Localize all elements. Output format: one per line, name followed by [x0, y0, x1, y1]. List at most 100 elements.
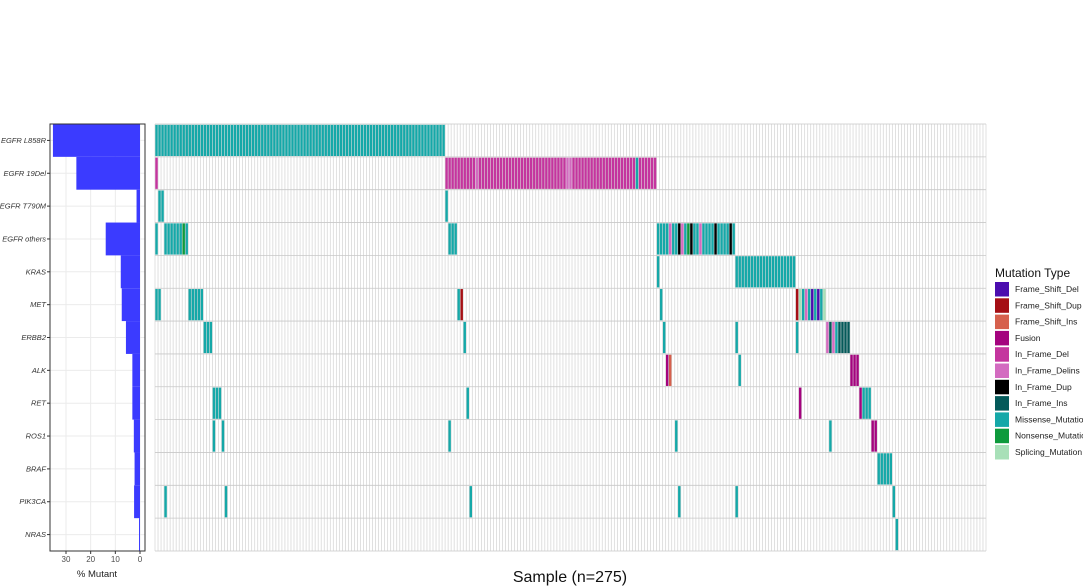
side-bar-frame [49, 123, 146, 552]
mutation-cell [191, 124, 194, 157]
mutation-cell [780, 256, 784, 288]
mutation-cell [378, 124, 382, 157]
mutation-cell [218, 387, 222, 419]
mutation-cell [659, 223, 663, 255]
mutation-cell [164, 223, 167, 255]
mutation-cell [563, 157, 566, 189]
mutation-cell [853, 354, 856, 386]
mutation-cell [212, 420, 216, 452]
mutation-cell [820, 289, 823, 321]
mutation-cell [804, 289, 808, 321]
mutation-cell [267, 124, 270, 157]
mutation-cell [403, 124, 406, 157]
mutation-cell [711, 223, 714, 255]
mutation-cell [811, 289, 814, 321]
mutation-cell [309, 124, 312, 157]
mutation-cell [197, 124, 201, 157]
mutation-cell [400, 124, 403, 157]
mutation-cell [511, 157, 515, 189]
mutation-cell [236, 124, 240, 157]
mutation-cell [300, 124, 303, 157]
gene-label: MET [30, 300, 47, 309]
pct-bar [136, 189, 140, 223]
legend-label: In_Frame_Ins [1015, 398, 1067, 408]
mutation-cell [617, 157, 621, 189]
mutation-cell [669, 223, 672, 255]
mutation-cell [526, 157, 530, 189]
mutation-cell [451, 223, 454, 255]
gene-label: ERBB2 [21, 333, 46, 342]
mutation-cell [602, 157, 605, 189]
mutation-cell [339, 124, 343, 157]
mutation-cell [542, 157, 545, 189]
mutation-cell [248, 124, 252, 157]
mutation-cell [179, 124, 182, 157]
mutation-cell [255, 124, 258, 157]
mutation-cell [481, 157, 485, 189]
mutation-cell [306, 124, 309, 157]
mutation-cell [170, 223, 173, 255]
mutation-cell [892, 486, 896, 518]
mutation-cell [161, 124, 164, 157]
mutation-cell [732, 223, 735, 255]
mutation-cell [194, 289, 198, 321]
mutation-cell [203, 321, 207, 354]
mutation-cell [270, 124, 273, 157]
mutation-cell [678, 223, 681, 255]
mutation-cell [798, 387, 802, 419]
mutation-cell [735, 321, 738, 354]
mutation-cell [233, 124, 237, 157]
mutation-cell [659, 289, 663, 321]
gene-label: EGFR 19Del [3, 169, 46, 178]
mutation-cell [771, 256, 775, 288]
mutation-cell [539, 157, 542, 189]
gene-label: ROS1 [26, 432, 46, 441]
mutation-cell [792, 256, 796, 288]
mutation-cell [218, 124, 222, 157]
gene-label: NRAS [25, 530, 46, 539]
gene-label: BRAF [26, 464, 46, 473]
mutation-cell [357, 124, 361, 157]
mutation-cell [841, 321, 844, 354]
mutation-cell [623, 157, 627, 189]
mutation-cell [650, 157, 654, 189]
mutation-cell [427, 124, 430, 157]
mutation-cell [167, 223, 170, 255]
mutation-cell [714, 223, 717, 255]
mutation-cell [569, 157, 572, 189]
mutation-cell [351, 124, 355, 157]
mutation-cell [587, 157, 590, 189]
mutation-cell [817, 289, 820, 321]
mutation-cell [460, 157, 463, 189]
mutation-cell [176, 223, 179, 255]
mutation-cell [895, 518, 899, 551]
mutation-cell [484, 157, 488, 189]
mutation-cell [665, 223, 669, 255]
mutation-cell [856, 354, 859, 386]
mutation-cell [448, 420, 451, 452]
mutation-cell [726, 223, 729, 255]
mutation-cell [835, 321, 838, 354]
legend-label: In_Frame_Dup [1015, 382, 1072, 392]
mutation-cell [693, 223, 696, 255]
mutation-cell [448, 157, 451, 189]
pct-bar [121, 288, 140, 322]
legend-swatch [995, 363, 1009, 378]
mutation-cell [161, 190, 164, 222]
mutation-cell [155, 157, 158, 189]
mutation-cell [554, 157, 557, 189]
mutation-cell [874, 420, 877, 452]
mutation-cell [421, 124, 424, 157]
legend-swatch [995, 412, 1009, 427]
mutation-cell [753, 256, 757, 288]
legend-swatch [995, 428, 1009, 444]
mutation-cell [862, 387, 865, 419]
legend-swatch [995, 330, 1009, 346]
x-tick-label: 0 [138, 555, 143, 564]
mutation-cell [221, 124, 225, 157]
mutation-cell [493, 157, 497, 189]
mutation-cell [653, 157, 657, 189]
mutation-cell [415, 124, 418, 157]
mutation-cell [759, 256, 763, 288]
